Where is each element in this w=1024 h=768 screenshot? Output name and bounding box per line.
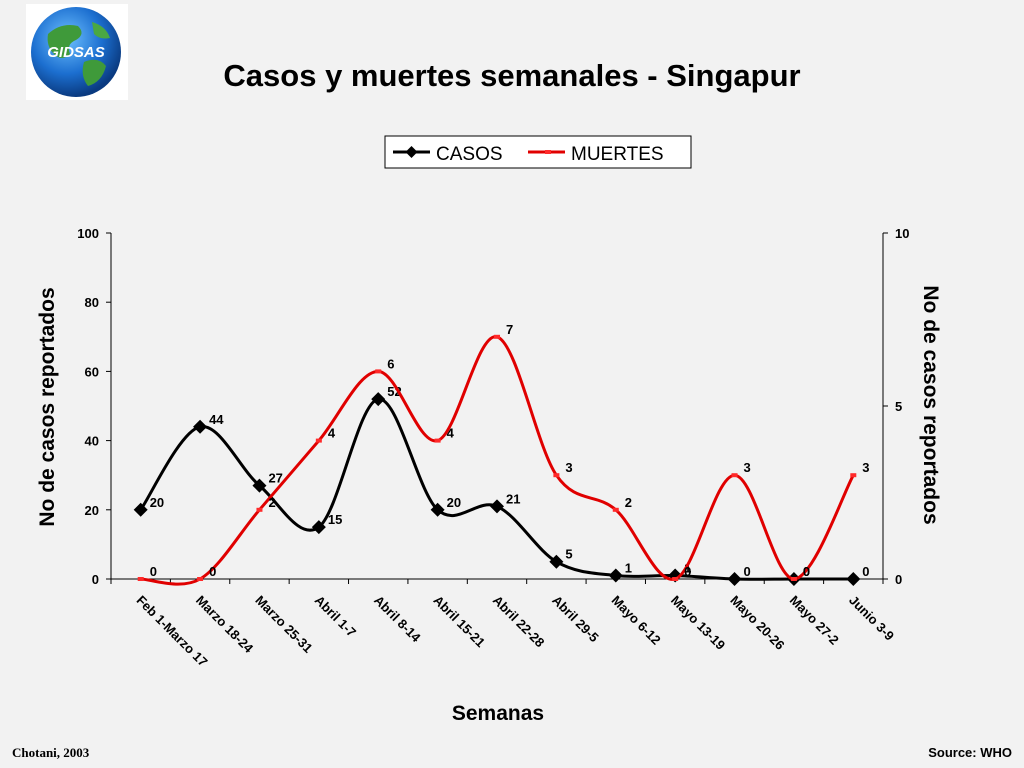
legend-muertes-label: MUERTES xyxy=(571,144,664,165)
muertes-data-label: 0 xyxy=(150,564,157,579)
x-tick-label: Marzo 25-31 xyxy=(252,593,315,656)
casos-data-label: 0 xyxy=(862,564,869,579)
y-tick-label: 100 xyxy=(77,226,99,241)
casos-point xyxy=(727,572,742,586)
casos-point xyxy=(252,478,267,493)
x-tick-label: Abril 8-14 xyxy=(371,593,424,646)
casos-data-label: 21 xyxy=(506,491,520,506)
footer-source: Source: WHO xyxy=(928,745,1012,760)
legend-casos-label: CASOS xyxy=(436,144,503,165)
footer-credit: Chotani, 2003 xyxy=(12,745,90,760)
page-title: Casos y muertes semanales - Singapur xyxy=(223,58,801,93)
muertes-data-label: 3 xyxy=(565,460,572,475)
y-tick-label: 20 xyxy=(85,503,99,518)
globe-icon: GIDSAS xyxy=(31,7,121,97)
casos-point xyxy=(193,419,208,434)
casos-point xyxy=(430,502,445,517)
muertes-data-label: 7 xyxy=(506,322,513,337)
casos-data-label: 15 xyxy=(328,512,342,527)
legend-casos-marker xyxy=(405,146,418,158)
muertes-data-label: 0 xyxy=(803,564,810,579)
y-tick-label: 40 xyxy=(85,434,99,449)
logo-text: GIDSAS xyxy=(47,44,105,61)
casos-data-label: 27 xyxy=(268,471,282,486)
casos-data-label: 52 xyxy=(387,384,401,399)
casos-series-line xyxy=(139,397,854,581)
casos-point xyxy=(133,502,148,517)
casos-point xyxy=(311,520,326,535)
casos-point xyxy=(846,572,861,586)
x-tick-label: Junio 3-9 xyxy=(846,593,897,644)
x-axis-title: Semanas xyxy=(452,702,544,725)
x-tick-label: Mayo 27-2 xyxy=(787,593,842,648)
x-tick-label: Mayo 20-26 xyxy=(727,593,787,653)
muertes-data-label: 2 xyxy=(268,495,275,510)
casos-data-label: 1 xyxy=(625,561,632,576)
casos-data-label: 0 xyxy=(744,564,751,579)
y-tick-label: 80 xyxy=(85,295,99,310)
casos-data-label: 20 xyxy=(150,495,164,510)
y2-tick-label: 0 xyxy=(895,572,902,587)
casos-data-label: 1 xyxy=(684,561,691,576)
muertes-data-label: 6 xyxy=(387,356,394,371)
muertes-series-line xyxy=(140,335,855,586)
chart-legend: CASOS MUERTES xyxy=(384,135,692,169)
casos-data-label: 20 xyxy=(447,495,461,510)
muertes-data-label: 2 xyxy=(625,495,632,510)
x-tick-label: Mayo 13-19 xyxy=(668,593,728,653)
x-tick-label: Marzo 18-24 xyxy=(193,593,257,657)
muertes-data-label: 0 xyxy=(684,564,691,579)
x-tick-label: Abril 29-5 xyxy=(549,593,602,646)
y-tick-label: 0 xyxy=(92,572,99,587)
gidsas-logo: GIDSAS xyxy=(26,4,128,100)
y-tick-label: 60 xyxy=(85,364,99,379)
muertes-data-label: 4 xyxy=(447,426,455,441)
casos-data-label: 5 xyxy=(565,547,572,562)
muertes-data-label: 3 xyxy=(862,460,869,475)
casos-point xyxy=(549,554,564,569)
muertes-data-label: 3 xyxy=(744,460,751,475)
y-axis-title: No de casos reportados xyxy=(36,287,59,526)
y2-tick-label: 10 xyxy=(895,226,909,241)
y2-tick-label: 5 xyxy=(895,399,902,414)
x-tick-label: Abril 1-7 xyxy=(312,593,359,640)
casos-point xyxy=(490,499,504,514)
x-tick-label: Mayo 6-12 xyxy=(609,593,664,648)
casos-point xyxy=(608,568,623,583)
y2-axis-title: No de casos reportados xyxy=(919,285,942,524)
x-tick-label: Abril 22-28 xyxy=(490,593,548,651)
casos-point xyxy=(371,392,386,407)
x-tick-label: Abril 15-21 xyxy=(430,593,488,651)
muertes-data-label: 0 xyxy=(209,564,216,579)
muertes-data-label: 4 xyxy=(328,426,336,441)
casos-data-label: 44 xyxy=(209,412,224,427)
